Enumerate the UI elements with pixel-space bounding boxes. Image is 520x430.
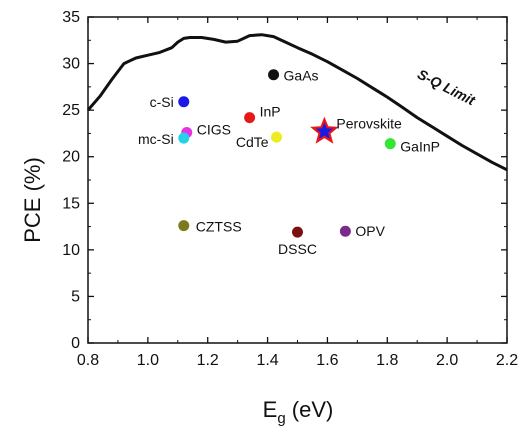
point-label-dssc: DSSC [278,241,317,257]
y-tick-label: 15 [62,195,80,212]
x-axis-title-subscript: g [277,410,285,427]
point-label-cigs: CIGS [197,121,231,137]
x-tick-label: 2.2 [496,352,518,369]
y-tick-label: 20 [62,149,80,166]
point-label-cztss: CZTSS [196,219,242,235]
x-axis-title-unit: (eV) [286,397,334,422]
point-inp [244,112,256,124]
x-tick-label: 1.0 [137,352,159,369]
y-axis-title: PCE (%) [20,157,45,243]
point-label-gaas: GaAs [284,68,319,84]
y-tick-label: 0 [71,335,80,352]
plot-area: 0.8 1.0 1.2 1.4 1.6 1.8 2.0 2.2 0 5 10 15 20 25 30 35 S-… [62,9,518,369]
point-gaas [268,69,280,81]
point-mc-si [178,132,190,144]
point-label-c-si: c-Si [150,94,174,110]
point-cztss [178,220,190,232]
point-label-mc-si: mc-Si [138,131,174,147]
plot-frame [87,16,508,344]
y-tick-label: 30 [62,56,80,73]
point-cdte [271,131,283,143]
point-label-gainp: GaInP [400,139,440,155]
point-perovskite-star-inner [315,122,333,139]
x-tick-label: 1.2 [197,352,219,369]
point-gainp [384,138,396,150]
point-label-opv: OPV [355,223,385,239]
y-tick-label: 5 [71,288,80,305]
x-axis-title-main: E [263,397,278,422]
point-c-si [178,96,190,108]
x-axis-title: Eg (eV) [263,397,334,427]
x-tick-label: 0.8 [77,352,99,369]
sq-limit-curve [86,33,508,172]
point-dssc [292,226,303,238]
x-tick-label: 2.0 [436,352,458,369]
point-label-cdte: CdTe [236,134,269,150]
x-tick-label: 1.4 [256,352,278,369]
point-label-perovskite: Perovskite [336,116,402,132]
x-tick-label: 1.6 [316,352,338,369]
y-tick-label: 25 [62,102,80,119]
y-tick-label: 35 [62,9,80,26]
x-tick-label: 1.8 [376,352,398,369]
point-label-inp: InP [260,104,281,120]
y-tick-label: 10 [62,242,80,259]
sq-limit-label: S-Q Limit [415,66,479,109]
point-opv [339,225,351,237]
